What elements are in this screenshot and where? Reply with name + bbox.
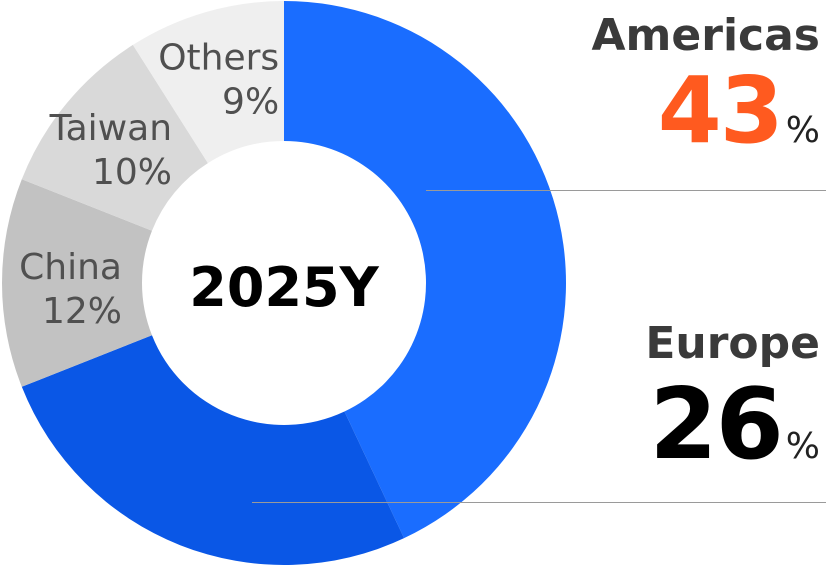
slice-taiwan (21, 44, 208, 231)
americas-value: 43 (657, 57, 784, 164)
slice-label-china: China 12% (19, 247, 122, 332)
leader-line-europe (252, 502, 826, 503)
americas-label: Americas (591, 10, 821, 61)
donut-slices (2, 1, 566, 565)
slice-label-others: Others 9% (158, 38, 279, 123)
slice-others (132, 1, 284, 164)
slice-china (2, 179, 152, 387)
europe-unit: % (785, 426, 820, 467)
europe-value: 26 (649, 368, 783, 482)
slice-europe (21, 335, 405, 565)
americas-unit: % (785, 110, 820, 151)
callout-europe: Europe 26% (645, 318, 820, 481)
slice-label-taiwan: Taiwan 10% (49, 108, 172, 193)
leader-line-americas (426, 190, 826, 191)
slice-americas (284, 1, 566, 539)
europe-label: Europe (645, 318, 820, 369)
slice-labels: China 12% Taiwan 10%Others 9% (19, 38, 279, 332)
callout-americas: Americas 43% (592, 10, 821, 161)
center-label: 2025Y (189, 256, 379, 319)
